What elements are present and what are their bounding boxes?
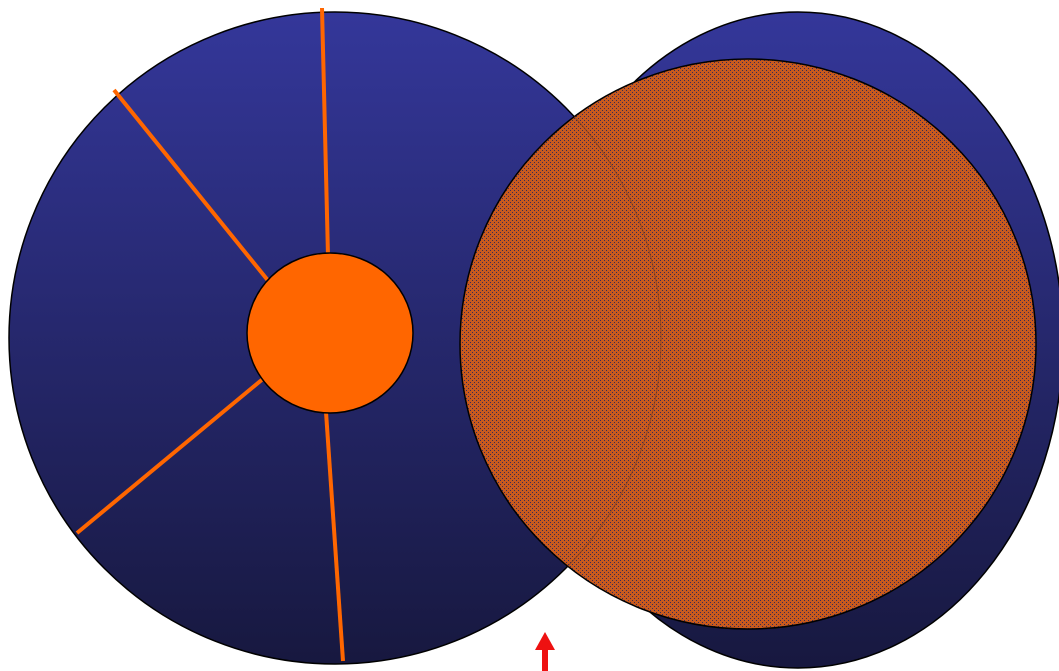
spoke xyxy=(75,376,266,535)
left-disk xyxy=(8,7,662,665)
arrow-shaft xyxy=(542,648,548,671)
pointer-arrow xyxy=(535,632,555,671)
spoke xyxy=(320,7,330,257)
left-disk-edge-trace xyxy=(460,59,662,629)
hub-circle xyxy=(246,252,414,414)
arrow-head-icon xyxy=(535,632,555,650)
mesh-disk xyxy=(459,58,1037,630)
mesh-disk-body xyxy=(459,58,1037,630)
spoke xyxy=(112,88,272,285)
spokes xyxy=(75,7,345,662)
spoke xyxy=(324,411,345,662)
